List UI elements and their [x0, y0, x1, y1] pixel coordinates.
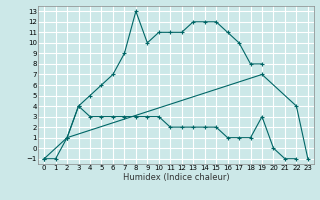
X-axis label: Humidex (Indice chaleur): Humidex (Indice chaleur) — [123, 173, 229, 182]
